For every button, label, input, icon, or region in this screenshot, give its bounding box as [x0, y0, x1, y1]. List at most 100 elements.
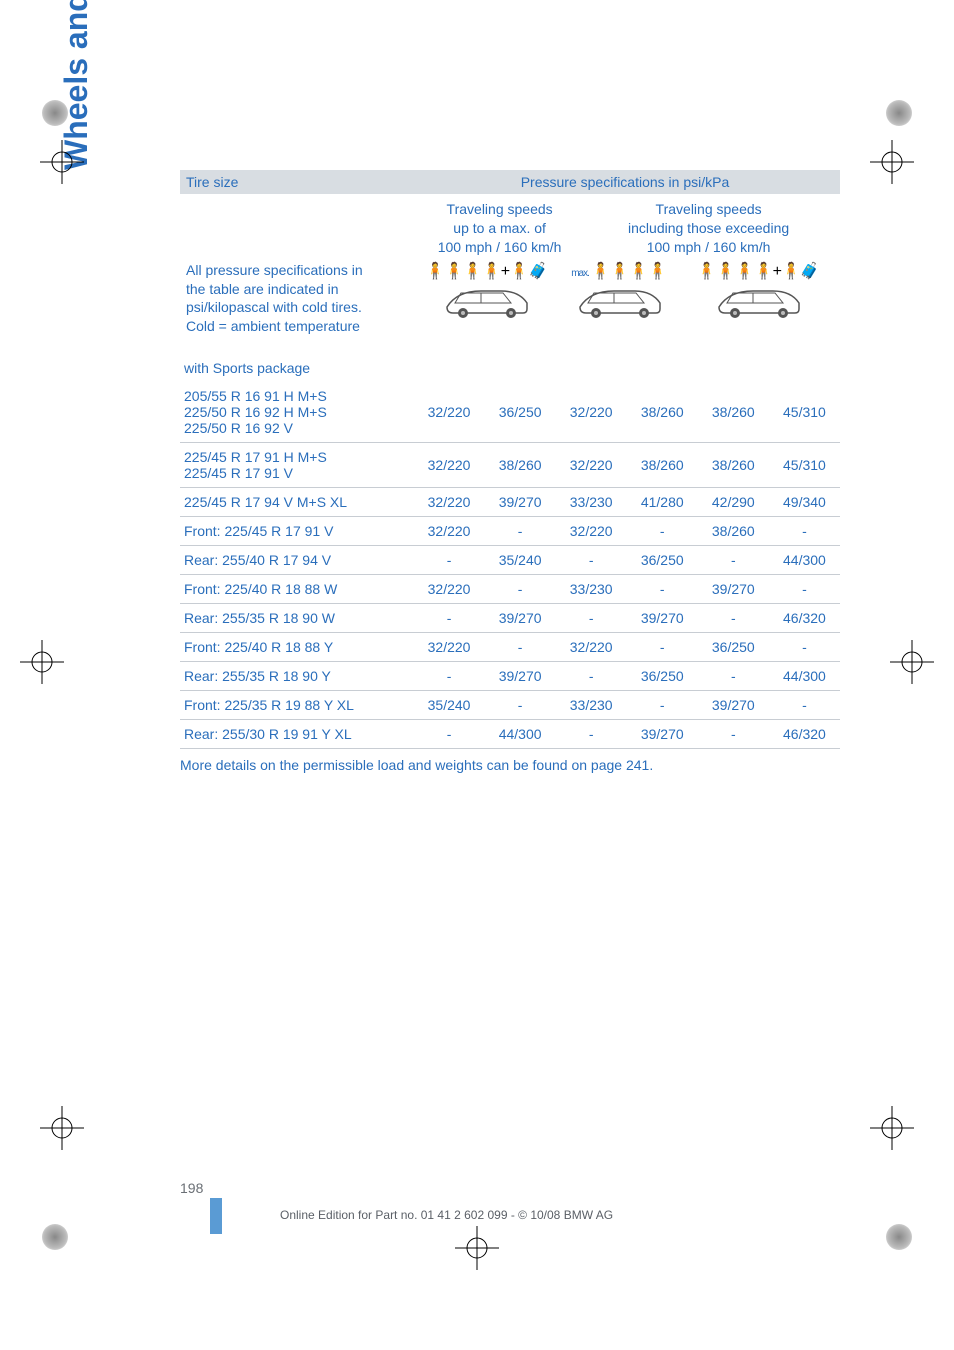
- header-tire-size: Tire size: [186, 174, 416, 190]
- register-mark-icon: [20, 640, 64, 684]
- tire-size-cell: Rear: 255/40 R 17 94 V: [180, 546, 414, 575]
- pressure-cell: -: [556, 720, 627, 749]
- pressure-cell: 36/250: [627, 546, 698, 575]
- copyright-footer: Online Edition for Part no. 01 41 2 602 …: [280, 1208, 613, 1222]
- spacer: [186, 200, 416, 257]
- pressure-cell: 32/220: [414, 382, 485, 443]
- register-mark-icon: [40, 140, 84, 184]
- pressure-cell: 33/230: [556, 691, 627, 720]
- pressure-cell: -: [485, 633, 556, 662]
- pressure-cell: 44/300: [485, 720, 556, 749]
- table-row: Front: 225/40 R 18 88 Y32/220-32/220-36/…: [180, 633, 840, 662]
- pressure-cell: 46/320: [769, 720, 840, 749]
- pressure-cell: -: [698, 604, 769, 633]
- max-label: max.: [571, 268, 589, 279]
- register-mark-icon: [890, 640, 934, 684]
- pressure-cell: 44/300: [769, 546, 840, 575]
- page-accent-bar: [210, 1198, 222, 1234]
- pressure-cell: -: [627, 575, 698, 604]
- car-load-half-icon: max.🧍🧍🧍🧍: [571, 261, 666, 337]
- main-content: Tire size Pressure specifications in psi…: [180, 170, 840, 773]
- speed-col-right: Traveling speeds including those exceedi…: [583, 200, 834, 257]
- pressure-cell: -: [769, 633, 840, 662]
- pressure-cell: 32/220: [414, 443, 485, 488]
- footer-note-dot: .: [649, 757, 653, 773]
- footer-note-text: More details on the permissible load and…: [180, 757, 626, 773]
- pressure-cell: 38/260: [698, 443, 769, 488]
- table-row: Rear: 255/30 R 19 91 Y XL-44/300-39/270-…: [180, 720, 840, 749]
- pressure-cell: 32/220: [556, 633, 627, 662]
- pressure-cell: 45/310: [769, 443, 840, 488]
- tire-size-cell: 225/45 R 17 91 H M+S 225/45 R 17 91 V: [180, 443, 414, 488]
- pressure-cell: -: [698, 546, 769, 575]
- pressure-cell: -: [769, 691, 840, 720]
- pressure-cell: 39/270: [485, 604, 556, 633]
- people-half-glyphs: 🧍🧍🧍🧍: [591, 263, 667, 280]
- register-mark-icon: [40, 1106, 84, 1150]
- pressure-cell: 33/230: [556, 575, 627, 604]
- pressure-cell: 45/310: [769, 382, 840, 443]
- pressure-cell: -: [627, 691, 698, 720]
- pressure-cell: 38/260: [627, 382, 698, 443]
- tire-size-cell: Rear: 255/30 R 19 91 Y XL: [180, 720, 414, 749]
- people-full-fast-icon: 🧍🧍🧍🧍+🧍🧳: [697, 261, 819, 281]
- pressure-cell: -: [627, 633, 698, 662]
- pressure-cell: 39/270: [485, 488, 556, 517]
- pressure-cell: 38/260: [698, 382, 769, 443]
- pressure-cell: -: [769, 575, 840, 604]
- section-title-row: with Sports package: [180, 354, 840, 382]
- pressure-cell: -: [698, 662, 769, 691]
- pressure-cell: -: [414, 662, 485, 691]
- speed-left-l3: 100 mph / 160 km/h: [416, 238, 583, 257]
- table-row: Rear: 255/35 R 18 90 W-39/270-39/270-46/…: [180, 604, 840, 633]
- speed-right-l3: 100 mph / 160 km/h: [583, 238, 834, 257]
- speed-left-l1: Traveling speeds: [416, 200, 583, 219]
- pressure-cell: 41/280: [627, 488, 698, 517]
- crop-dot-icon: [886, 100, 912, 126]
- pressure-cell: 36/250: [485, 382, 556, 443]
- pressure-cell: -: [485, 517, 556, 546]
- speed-col-left: Traveling speeds up to a max. of 100 mph…: [416, 200, 583, 257]
- tire-size-cell: Front: 225/45 R 17 91 V: [180, 517, 414, 546]
- car-silhouette-icon: [713, 283, 803, 319]
- pressure-cell: 32/220: [556, 517, 627, 546]
- pressure-cell: 49/340: [769, 488, 840, 517]
- car-silhouette-icon: [574, 283, 664, 319]
- pressure-cell: -: [414, 720, 485, 749]
- speed-right-l2: including those exceeding: [583, 219, 834, 238]
- pressure-cell: -: [414, 546, 485, 575]
- header-pressure-spec: Pressure specifications in psi/kPa: [416, 174, 834, 190]
- tire-size-cell: Front: 225/40 R 18 88 W: [180, 575, 414, 604]
- people-half-icon: max.🧍🧍🧍🧍: [571, 261, 666, 281]
- table-row: Front: 225/40 R 18 88 W32/220-33/230-39/…: [180, 575, 840, 604]
- pressure-cell: 39/270: [698, 691, 769, 720]
- car-silhouette-icon: [441, 283, 531, 319]
- load-icon-slow: 🧍🧍🧍🧍+🧍🧳: [416, 261, 556, 337]
- pressure-cell: -: [556, 604, 627, 633]
- tire-size-cell: Rear: 255/35 R 18 90 Y: [180, 662, 414, 691]
- footer-note-page-link[interactable]: 241: [626, 757, 649, 773]
- table-header-bar: Tire size Pressure specifications in psi…: [180, 170, 840, 194]
- note-l2: the table are indicated in: [186, 280, 416, 299]
- speed-left-l2: up to a max. of: [416, 219, 583, 238]
- table-row: Front: 225/45 R 17 91 V32/220-32/220-38/…: [180, 517, 840, 546]
- note-l4: Cold = ambient temperature: [186, 317, 416, 336]
- crop-dot-icon: [886, 1224, 912, 1250]
- pressure-cell: -: [556, 662, 627, 691]
- footer-note: More details on the permissible load and…: [180, 749, 840, 773]
- tire-size-cell: Rear: 255/35 R 18 90 W: [180, 604, 414, 633]
- page-number: 198: [180, 1180, 203, 1196]
- note-l1: All pressure specifications in: [186, 261, 416, 280]
- speed-heading-row: Traveling speeds up to a max. of 100 mph…: [180, 194, 840, 261]
- pressure-cell: 35/240: [414, 691, 485, 720]
- pressure-cell: -: [414, 604, 485, 633]
- crop-dot-icon: [42, 1224, 68, 1250]
- pressure-cell: 32/220: [414, 575, 485, 604]
- table-row: 225/45 R 17 91 H M+S 225/45 R 17 91 V32/…: [180, 443, 840, 488]
- pressure-cell: 36/250: [627, 662, 698, 691]
- register-mark-icon: [870, 140, 914, 184]
- table-row: Front: 225/35 R 19 88 Y XL35/240-33/230-…: [180, 691, 840, 720]
- pressure-cell: 32/220: [556, 443, 627, 488]
- crop-dot-icon: [42, 100, 68, 126]
- pressure-cell: -: [556, 546, 627, 575]
